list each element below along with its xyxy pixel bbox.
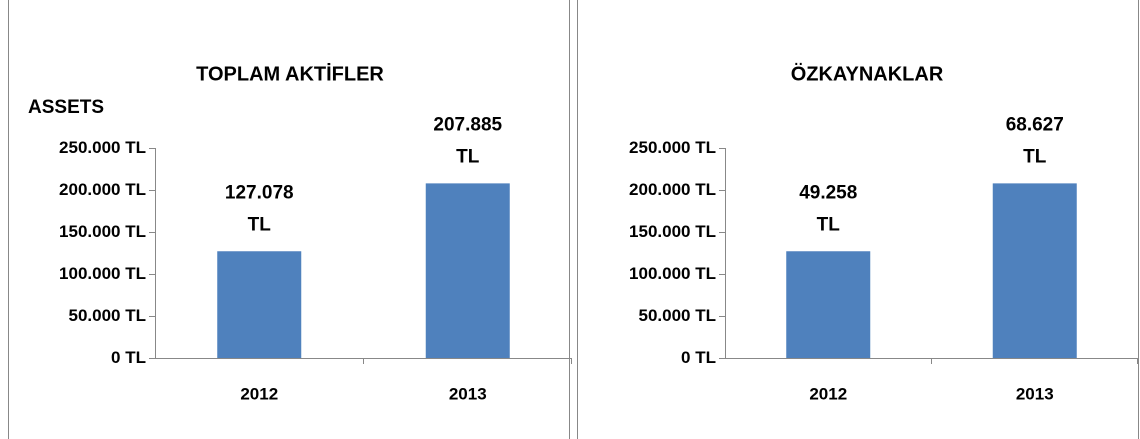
value-label: 127.078 TL bbox=[225, 182, 294, 235]
annotation: 68.627 TL bbox=[1006, 114, 1064, 167]
y-tick-label: 50.000 TL bbox=[639, 306, 717, 325]
bar bbox=[217, 251, 302, 358]
chart-title: TOPLAM AKTİFLER bbox=[196, 62, 384, 85]
bar bbox=[786, 251, 871, 358]
y-tick-label: 250.000 TL bbox=[59, 138, 146, 157]
y-axis-title: ASSETS bbox=[28, 97, 104, 118]
y-tick-label: 100.000 TL bbox=[59, 264, 146, 283]
chart-title: ÖZKAYNAKLAR bbox=[791, 62, 944, 85]
y-tick-label: 0 TL bbox=[111, 348, 146, 367]
x-tick-label: 2012 bbox=[240, 384, 278, 403]
y-tick-label: 50.000 TL bbox=[69, 306, 147, 325]
x-tick-label: 2012 bbox=[809, 384, 847, 403]
value-label: 207.885 TL bbox=[433, 114, 502, 167]
x-tick-label: 2013 bbox=[449, 384, 487, 403]
y-tick-label: 0 TL bbox=[681, 348, 716, 367]
annotation: 49.258 TL bbox=[799, 182, 857, 235]
y-tick-label: 150.000 TL bbox=[59, 222, 146, 241]
y-tick-label: 150.000 TL bbox=[629, 222, 716, 241]
bar bbox=[425, 183, 510, 358]
y-tick-label: 250.000 TL bbox=[629, 138, 716, 157]
chart-frame bbox=[577, 0, 1139, 439]
y-tick-label: 200.000 TL bbox=[629, 180, 716, 199]
y-tick-label: 100.000 TL bbox=[629, 264, 716, 283]
bar bbox=[992, 183, 1077, 358]
x-tick-label: 2013 bbox=[1016, 384, 1054, 403]
chart-frame bbox=[8, 0, 570, 439]
y-tick-label: 200.000 TL bbox=[59, 180, 146, 199]
